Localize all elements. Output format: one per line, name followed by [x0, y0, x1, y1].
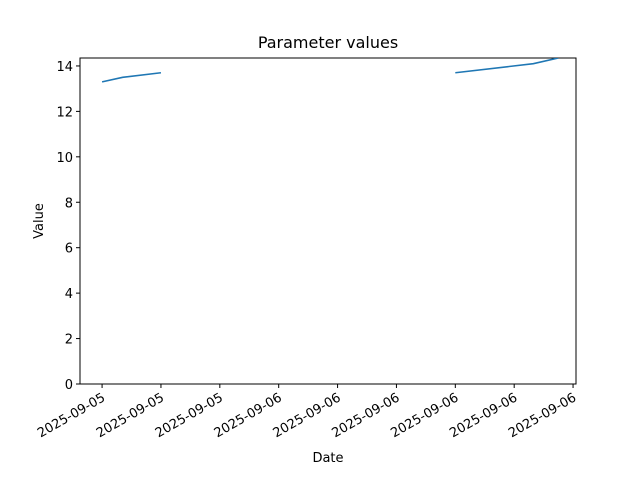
y-tick-label: 2: [65, 333, 73, 348]
y-tick-label: 0: [65, 378, 73, 393]
chart-title: Parameter values: [258, 33, 398, 52]
plot-frame: [79, 57, 577, 385]
line: [101, 58, 559, 83]
y-tick-label: 8: [65, 196, 73, 211]
y-tick-label: 10: [56, 151, 73, 166]
y-axis-label: Value: [32, 203, 47, 239]
y-tick-label: 14: [56, 60, 73, 75]
y-tick-label: 6: [65, 242, 73, 257]
y-tick-label: 12: [56, 105, 73, 120]
x-axis-label: Date: [312, 451, 343, 466]
y-tick-label: 4: [65, 287, 73, 302]
